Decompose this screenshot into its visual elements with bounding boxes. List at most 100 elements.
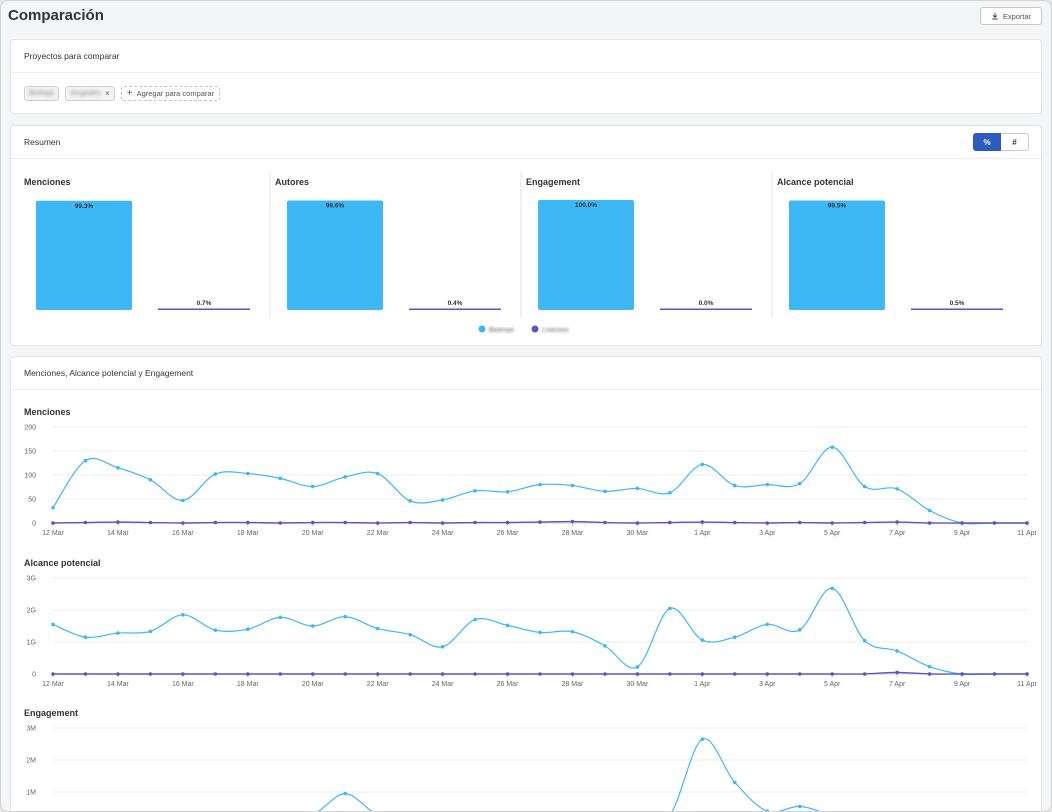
data-point[interactable]	[700, 672, 705, 676]
data-point[interactable]	[1025, 672, 1029, 676]
data-point[interactable]	[310, 520, 315, 525]
data-point[interactable]	[213, 628, 218, 632]
data-point[interactable]	[440, 521, 445, 525]
data-point[interactable]	[473, 617, 477, 622]
data-point[interactable]	[83, 672, 88, 676]
data-point[interactable]	[830, 445, 834, 449]
data-point[interactable]	[765, 672, 770, 676]
data-point[interactable]	[375, 626, 380, 631]
series-line-a[interactable]	[53, 738, 1027, 812]
summary-bar-b[interactable]	[660, 308, 752, 311]
data-point[interactable]	[148, 478, 153, 482]
project-tag-1[interactable]: Bioflage	[24, 86, 60, 101]
data-point[interactable]	[538, 630, 542, 635]
data-point[interactable]	[960, 521, 964, 525]
data-point[interactable]	[960, 672, 964, 676]
data-point[interactable]	[862, 484, 867, 489]
count-toggle[interactable]: #	[1001, 133, 1029, 151]
data-point[interactable]	[116, 631, 120, 635]
data-point[interactable]	[765, 622, 770, 627]
data-point[interactable]	[343, 520, 348, 525]
data-point[interactable]	[797, 672, 802, 676]
data-point[interactable]	[375, 521, 380, 525]
data-point[interactable]	[668, 490, 672, 495]
data-point[interactable]	[51, 622, 55, 627]
data-point[interactable]	[343, 791, 348, 796]
data-point[interactable]	[927, 664, 932, 669]
legend-label-a[interactable]: Bioimax	[489, 327, 514, 334]
data-point[interactable]	[668, 672, 672, 676]
data-point[interactable]	[51, 505, 55, 510]
data-point[interactable]	[310, 672, 315, 676]
summary-bar-a[interactable]	[789, 200, 885, 310]
export-button[interactable]: Exportar	[980, 7, 1042, 25]
data-point[interactable]	[505, 623, 510, 628]
data-point[interactable]	[797, 628, 802, 632]
data-point[interactable]	[570, 672, 575, 676]
data-point[interactable]	[278, 615, 283, 620]
data-point[interactable]	[765, 809, 770, 812]
data-point[interactable]	[895, 520, 899, 524]
data-point[interactable]	[375, 672, 380, 676]
data-point[interactable]	[148, 629, 153, 634]
data-point[interactable]	[83, 635, 88, 639]
data-point[interactable]	[765, 482, 770, 487]
data-point[interactable]	[830, 672, 834, 676]
data-point[interactable]	[895, 487, 899, 491]
data-point[interactable]	[440, 498, 445, 502]
data-point[interactable]	[83, 458, 88, 463]
data-point[interactable]	[440, 645, 445, 649]
data-point[interactable]	[473, 520, 477, 525]
remove-tag-icon[interactable]: ×	[105, 89, 110, 98]
legend-label-b[interactable]: Lnocoos	[542, 327, 569, 334]
data-point[interactable]	[213, 520, 218, 525]
data-point[interactable]	[862, 638, 867, 643]
data-point[interactable]	[148, 672, 153, 676]
data-point[interactable]	[375, 471, 380, 476]
data-point[interactable]	[116, 466, 120, 470]
data-point[interactable]	[733, 483, 737, 488]
data-point[interactable]	[733, 672, 737, 676]
data-point[interactable]	[148, 520, 153, 525]
data-point[interactable]	[246, 672, 250, 676]
data-point[interactable]	[310, 484, 315, 489]
data-point[interactable]	[570, 629, 575, 634]
summary-bar-a[interactable]	[36, 200, 132, 310]
data-point[interactable]	[116, 520, 120, 524]
data-point[interactable]	[213, 672, 218, 676]
data-point[interactable]	[51, 672, 55, 676]
data-point[interactable]	[733, 635, 737, 639]
data-point[interactable]	[246, 471, 250, 476]
data-point[interactable]	[181, 613, 185, 617]
data-point[interactable]	[310, 624, 315, 628]
data-point[interactable]	[505, 672, 510, 676]
data-point[interactable]	[733, 780, 737, 785]
data-point[interactable]	[181, 498, 185, 503]
data-point[interactable]	[440, 672, 445, 676]
data-point[interactable]	[797, 520, 802, 525]
data-point[interactable]	[992, 521, 997, 525]
data-point[interactable]	[505, 520, 510, 525]
data-point[interactable]	[668, 520, 672, 525]
data-point[interactable]	[181, 672, 185, 676]
data-point[interactable]	[51, 521, 55, 525]
data-point[interactable]	[927, 508, 932, 513]
summary-bar-b[interactable]	[911, 308, 1003, 311]
data-point[interactable]	[246, 627, 250, 631]
summary-bar-a[interactable]	[538, 200, 634, 310]
data-point[interactable]	[765, 521, 770, 525]
data-point[interactable]	[603, 644, 607, 648]
data-point[interactable]	[830, 586, 834, 591]
data-point[interactable]	[895, 670, 899, 675]
data-point[interactable]	[538, 520, 542, 524]
data-point[interactable]	[408, 499, 412, 503]
data-point[interactable]	[797, 804, 802, 809]
data-point[interactable]	[408, 520, 412, 525]
add-compare-button[interactable]: + Agregar para comparar	[120, 86, 221, 101]
summary-bar-b[interactable]	[409, 308, 501, 311]
data-point[interactable]	[668, 606, 672, 611]
percent-toggle[interactable]: %	[973, 133, 1001, 151]
project-tag-2[interactable]: Singadles ×	[65, 86, 115, 101]
data-point[interactable]	[603, 672, 607, 676]
data-point[interactable]	[246, 520, 250, 525]
